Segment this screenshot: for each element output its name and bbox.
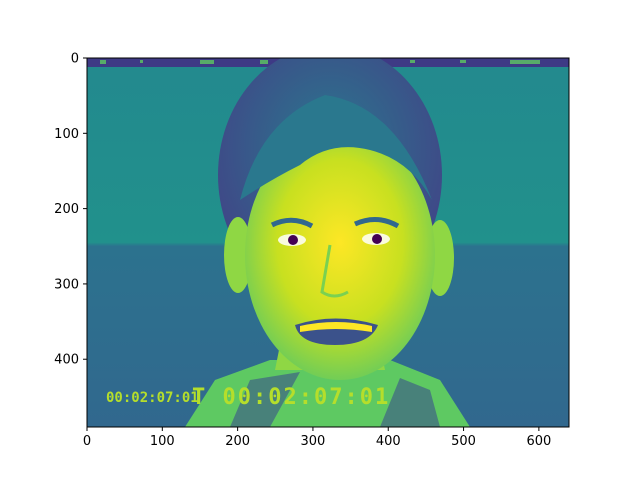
frame-image: 00:02:07:01 T 00:02:07:01	[87, 58, 569, 427]
x-tick-label: 300	[301, 434, 326, 449]
x-tick-label: 200	[225, 434, 250, 449]
x-tick-label: 600	[526, 434, 551, 449]
x-axis: 0 100 200 300 400 500 600	[83, 427, 551, 449]
x-tick-label: 400	[376, 434, 401, 449]
y-tick-label: 400	[54, 353, 79, 368]
x-tick-label: 0	[83, 434, 91, 449]
axes-frame	[86, 57, 570, 428]
x-tick-label: 100	[150, 434, 175, 449]
y-tick-label: 100	[54, 127, 79, 142]
y-tick-label: 0	[71, 52, 79, 67]
small-timecode: 00:02:07:01	[106, 390, 199, 406]
y-tick-label: 300	[54, 277, 79, 292]
y-axis: 0 100 200 300 400	[54, 52, 87, 368]
x-tick-label: 500	[451, 434, 476, 449]
y-tick-label: 200	[54, 202, 79, 217]
large-timecode: T 00:02:07:01	[192, 385, 390, 410]
